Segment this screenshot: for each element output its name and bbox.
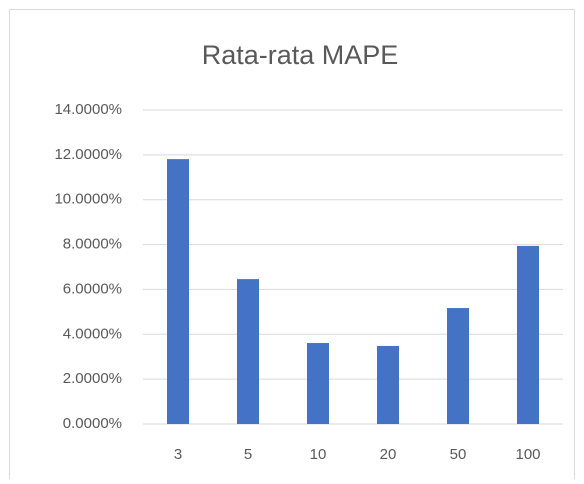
y-tick-label: 14.0000% <box>54 101 122 118</box>
bar <box>377 345 399 424</box>
y-tick-label: 8.0000% <box>63 236 122 253</box>
bar <box>307 343 329 424</box>
bar <box>447 308 469 424</box>
x-tick-label: 5 <box>244 446 252 463</box>
y-tick-label: 6.0000% <box>63 280 122 297</box>
x-tick-label: 100 <box>515 446 540 463</box>
y-tick-label: 0.0000% <box>63 415 122 432</box>
bar <box>517 245 539 424</box>
x-tick-label: 50 <box>450 446 467 463</box>
x-tick-label: 10 <box>310 446 327 463</box>
y-tick-label: 2.0000% <box>63 370 122 387</box>
bar <box>167 159 189 424</box>
y-tick-label: 10.0000% <box>54 191 122 208</box>
y-tick-label: 12.0000% <box>54 146 122 163</box>
bar <box>237 279 259 424</box>
x-tick-label: 20 <box>380 446 397 463</box>
y-tick-label: 4.0000% <box>63 325 122 342</box>
chart-title: Rata-rata MAPE <box>202 40 399 70</box>
x-tick-label: 3 <box>174 446 182 463</box>
